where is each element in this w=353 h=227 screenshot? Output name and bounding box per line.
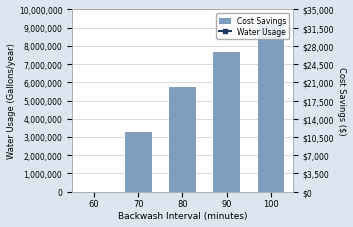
Bar — [214, 53, 240, 192]
Bar — [169, 87, 196, 192]
Legend: Cost Savings, Water Usage: Cost Savings, Water Usage — [216, 14, 289, 40]
Bar — [258, 25, 284, 192]
Y-axis label: Water Usage (Gallons/year): Water Usage (Gallons/year) — [7, 43, 16, 159]
Y-axis label: Cost Savings ($): Cost Savings ($) — [337, 67, 346, 135]
X-axis label: Backwash Interval (minutes): Backwash Interval (minutes) — [118, 211, 247, 220]
Bar — [125, 133, 151, 192]
